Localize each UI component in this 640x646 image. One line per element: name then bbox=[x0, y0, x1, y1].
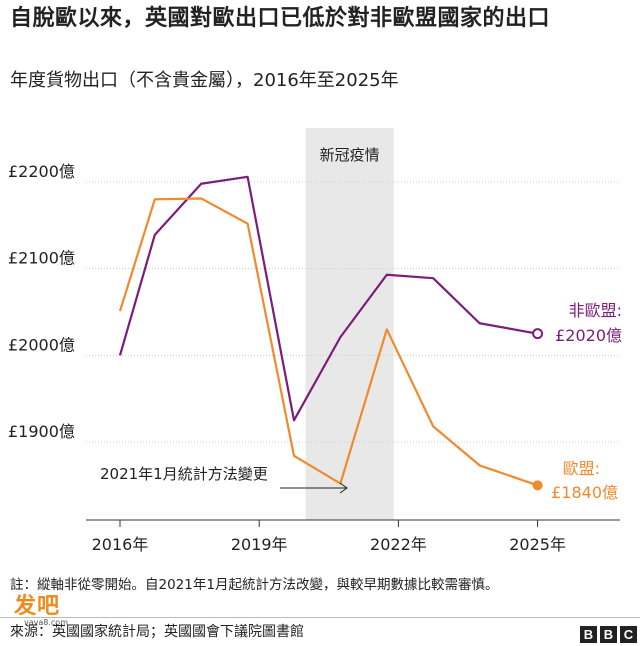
series-line-non-eu bbox=[118, 175, 538, 422]
x-tick-label: 2022年 bbox=[370, 535, 427, 554]
methodology-annotation: 2021年1月統計方法變更 bbox=[100, 465, 268, 483]
bbc-logo-letter-2: B bbox=[600, 626, 617, 643]
series-label-non-eu-value: £2020億 bbox=[555, 326, 622, 345]
watermark-sub: vava8.com bbox=[24, 618, 68, 627]
y-tick-label: £2200億 bbox=[8, 162, 75, 181]
annotation-arrow-head bbox=[339, 482, 348, 494]
bbc-logo-letter-1: B bbox=[580, 626, 597, 643]
chart-footnote: 註：縱軸非從零開始。自2021年1月起統計方法改變，與較早期數據比較需審慎。 bbox=[10, 577, 499, 593]
bbc-logo-letter-3: C bbox=[620, 626, 637, 643]
series-label-eu-value: £1840億 bbox=[551, 483, 618, 502]
chart-title: 自脫歐以來，英國對歐出口已低於對非歐盟國家的出口 bbox=[10, 6, 551, 31]
watermark-text: 发吧 bbox=[14, 594, 61, 619]
y-tick-label: £2100億 bbox=[8, 249, 75, 268]
x-tick-label: 2025年 bbox=[509, 535, 566, 554]
bbc-logo: B B C bbox=[580, 626, 637, 643]
series-end-marker-eu bbox=[532, 480, 543, 491]
line-chart: 新冠疫情 £1900億 £2000億 £2100億 £2200億 2016年 2019年 20… bbox=[8, 128, 622, 554]
chart-subtitle: 年度貨物出口（不含貴金屬），2016年至2025年 bbox=[10, 70, 399, 91]
watermark-logo: 发吧 vava8.com bbox=[14, 594, 78, 628]
series-end-marker-non-eu bbox=[532, 328, 544, 340]
y-tick-label: £1900億 bbox=[8, 422, 75, 441]
footer-divider bbox=[0, 617, 640, 618]
covid-region-label: 新冠疫情 bbox=[320, 146, 380, 164]
chart-source: 來源：英國國家統計局；英國國會下議院圖書館 bbox=[10, 624, 304, 640]
x-tick-label: 2016年 bbox=[92, 535, 149, 554]
series-label-eu-name: 歐盟: bbox=[563, 459, 600, 478]
series-line-eu bbox=[118, 197, 538, 487]
y-tick-label: £2000億 bbox=[8, 335, 75, 354]
series-label-non-eu-name: 非歐盟: bbox=[569, 301, 622, 320]
x-tick-label: 2019年 bbox=[231, 535, 288, 554]
